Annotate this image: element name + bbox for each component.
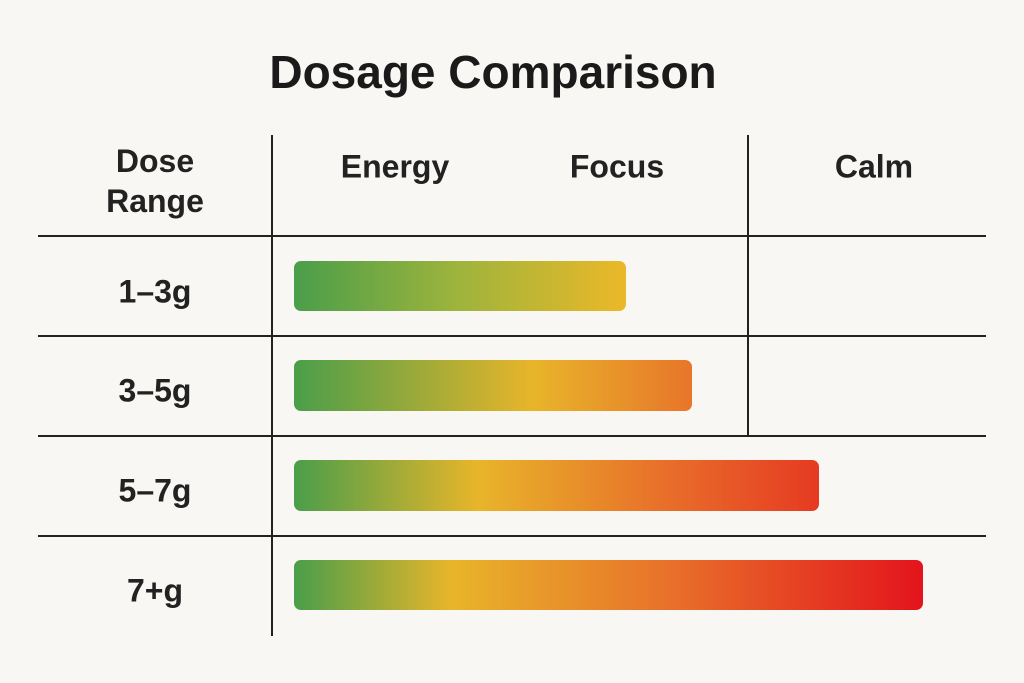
row-label: 7+g (126, 572, 184, 609)
row-label: 3–5g (118, 372, 192, 409)
dose-bar (294, 261, 626, 311)
dose-bar (294, 560, 923, 610)
row-label: 1–3g (118, 273, 192, 310)
column-header: Focus (569, 148, 665, 185)
dose-bar (294, 460, 819, 511)
row-label: 5–7g (118, 472, 192, 509)
column-header: Calm (834, 148, 914, 185)
column-header: Energy (340, 148, 450, 185)
title: Dosage Comparison (269, 46, 717, 98)
column-header: Dose Range (106, 143, 204, 219)
dose-bar (294, 360, 692, 411)
